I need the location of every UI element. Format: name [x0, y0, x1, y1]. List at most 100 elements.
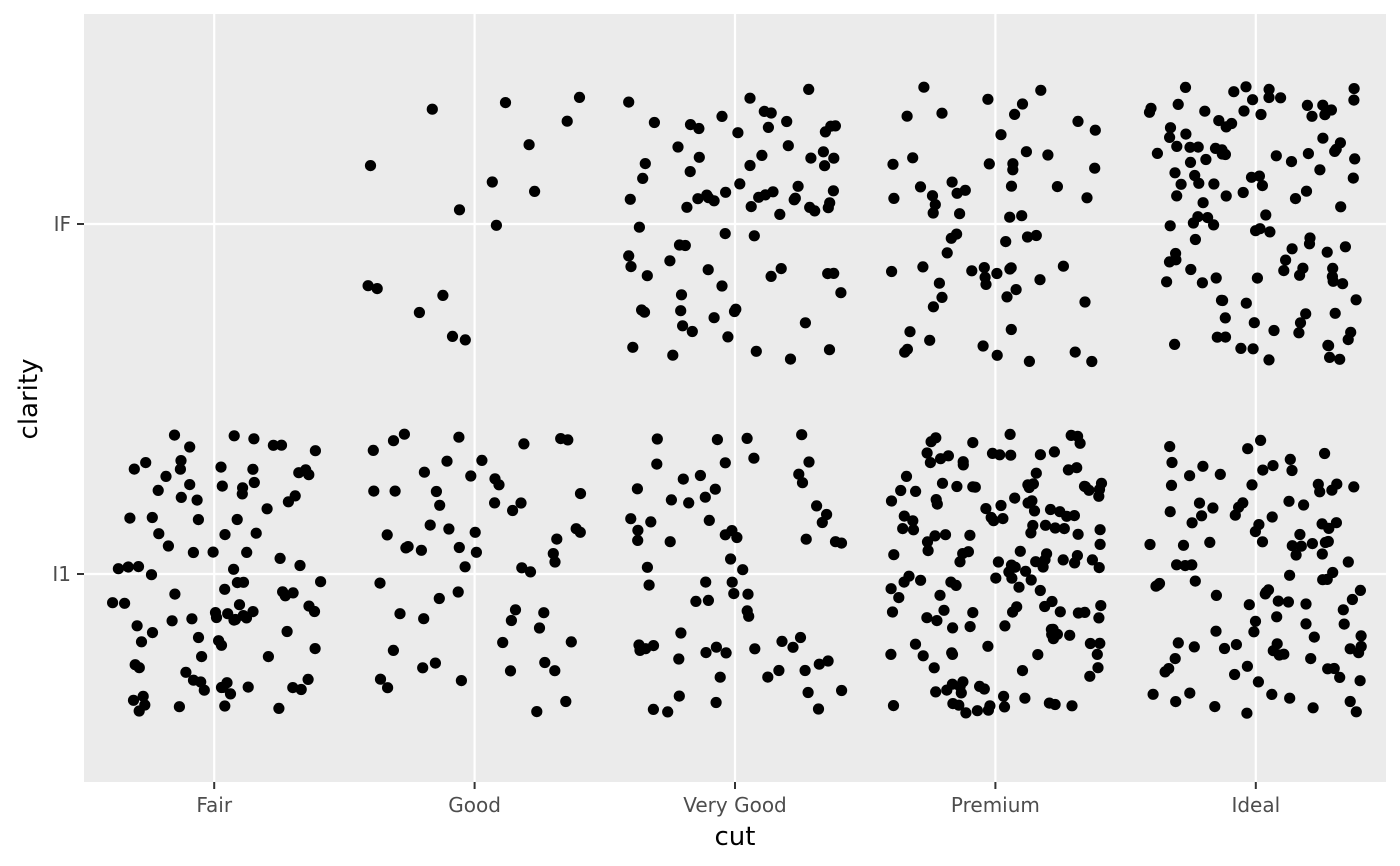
data-point	[430, 485, 442, 498]
data-point	[931, 615, 943, 627]
data-point	[1177, 539, 1190, 551]
data-point	[207, 546, 219, 558]
data-point	[641, 561, 654, 573]
data-point	[787, 641, 799, 653]
data-point	[1255, 108, 1267, 121]
data-point	[1169, 653, 1181, 665]
data-point	[469, 526, 481, 538]
data-point	[1086, 554, 1098, 566]
x-tick-label-good: Good	[448, 793, 501, 817]
data-point	[453, 204, 466, 216]
data-point	[767, 186, 779, 198]
data-point	[781, 115, 793, 128]
data-point	[1034, 274, 1046, 286]
data-point	[1294, 317, 1307, 329]
data-point	[1284, 692, 1296, 704]
data-point	[900, 470, 913, 482]
data-point	[128, 463, 140, 475]
data-point	[1303, 238, 1316, 250]
data-point	[1252, 676, 1264, 688]
data-point	[273, 702, 285, 715]
data-point	[224, 688, 237, 700]
data-point	[538, 607, 550, 619]
data-point	[242, 681, 254, 693]
data-point	[1243, 599, 1255, 611]
data-point	[247, 606, 259, 618]
data-point	[219, 529, 231, 541]
data-point	[210, 611, 223, 624]
data-point	[140, 457, 152, 469]
data-point	[1250, 225, 1262, 237]
data-point	[1347, 172, 1359, 184]
data-point	[1147, 688, 1159, 700]
data-point	[486, 176, 498, 188]
data-point	[1229, 668, 1241, 681]
data-point	[531, 706, 543, 718]
data-point	[967, 481, 979, 493]
data-point	[1280, 254, 1292, 266]
data-point	[1241, 660, 1253, 672]
data-point	[633, 221, 646, 233]
data-point	[1193, 497, 1206, 509]
data-point	[885, 648, 897, 661]
data-point	[1083, 484, 1095, 496]
data-point	[1270, 150, 1282, 162]
data-point	[799, 664, 811, 677]
data-point	[1166, 456, 1178, 469]
data-point	[1316, 518, 1328, 530]
data-point	[904, 326, 916, 338]
x-tick-label-premium: Premium	[951, 793, 1040, 817]
data-point	[1204, 536, 1216, 549]
data-point	[1069, 346, 1081, 358]
data-point	[1025, 574, 1037, 586]
data-point	[573, 91, 586, 103]
data-point	[1009, 492, 1021, 504]
data-point	[489, 473, 501, 485]
data-point	[302, 673, 314, 686]
data-point	[982, 93, 994, 105]
data-point	[1247, 343, 1259, 355]
data-point	[690, 595, 702, 608]
data-point	[1257, 464, 1269, 476]
data-point	[936, 477, 949, 489]
data-point	[1179, 81, 1192, 93]
data-point	[146, 511, 158, 524]
data-point	[382, 682, 394, 694]
data-point	[499, 97, 512, 109]
data-point	[686, 325, 698, 338]
data-point	[1046, 595, 1058, 608]
data-point	[700, 576, 712, 588]
data-point	[1230, 639, 1242, 651]
data-point	[1259, 588, 1271, 600]
data-point	[822, 655, 834, 667]
data-point	[928, 662, 940, 674]
data-point	[1228, 86, 1240, 98]
data-point	[694, 469, 707, 482]
data-point	[946, 176, 958, 188]
data-point	[1169, 167, 1181, 179]
data-point	[776, 635, 788, 648]
data-point	[549, 556, 561, 568]
data-point	[1197, 460, 1209, 472]
data-point	[954, 208, 966, 220]
data-point	[1143, 106, 1156, 118]
data-point	[794, 631, 807, 644]
data-point	[748, 452, 760, 464]
data-point	[1312, 478, 1324, 490]
data-point	[1337, 278, 1349, 290]
data-point	[1210, 625, 1222, 637]
data-point	[684, 166, 696, 178]
data-point	[917, 650, 929, 662]
data-point	[817, 146, 830, 158]
data-point	[673, 653, 685, 665]
data-point	[124, 512, 136, 524]
data-point	[1306, 110, 1318, 122]
data-point	[1027, 478, 1039, 490]
data-point	[1144, 538, 1156, 551]
data-point	[1334, 671, 1346, 684]
data-point	[1211, 331, 1223, 343]
data-point	[315, 576, 327, 588]
data-point	[1283, 495, 1295, 507]
data-point	[1263, 91, 1275, 104]
data-point	[941, 247, 953, 259]
